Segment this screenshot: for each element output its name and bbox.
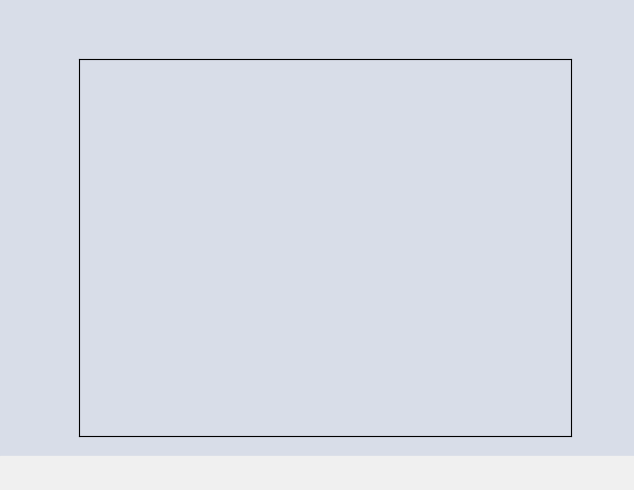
Text: We 05-06-2024 06:00 UTC (12+114): We 05-06-2024 06:00 UTC (12+114)	[425, 468, 628, 478]
Text: Surface pressure [hPa] ECMWF: Surface pressure [hPa] ECMWF	[6, 478, 179, 488]
Text: ©weatheronline.co.uk: ©weatheronline.co.uk	[519, 479, 628, 489]
